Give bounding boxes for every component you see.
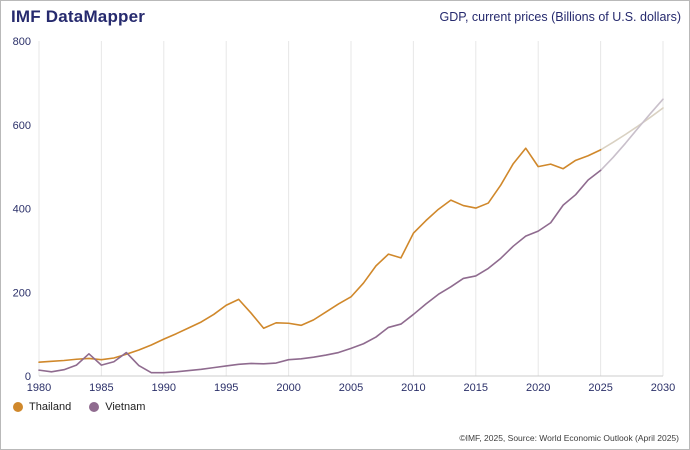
y-tick-label: 400 xyxy=(13,204,31,216)
legend-item-thailand[interactable]: Thailand xyxy=(13,401,71,413)
series-line-vietnam xyxy=(38,169,602,374)
x-tick-label: 2025 xyxy=(588,382,612,394)
brand-title: IMF DataMapper xyxy=(11,7,146,26)
x-tick-label: 1990 xyxy=(152,382,176,394)
x-tick-label: 1985 xyxy=(89,382,113,394)
header: IMF DataMapper GDP, current prices (Bill… xyxy=(11,7,681,27)
chart-legend: Thailand Vietnam xyxy=(13,401,145,413)
y-tick-label: 600 xyxy=(13,120,31,132)
series-line-thailand xyxy=(38,147,602,363)
legend-dot-vietnam xyxy=(89,402,100,412)
x-tick-label: 2020 xyxy=(526,382,550,394)
x-tick-label: 2010 xyxy=(401,382,425,394)
y-tick-label: 800 xyxy=(13,36,31,48)
y-tick-label: 200 xyxy=(13,287,31,299)
legend-label: Vietnam xyxy=(105,401,146,413)
x-tick-label: 2030 xyxy=(651,382,675,394)
x-tick-label: 2005 xyxy=(339,382,363,394)
chart-area: 1980 1985 1990 1995 2000 2005 2010 2015 2020 2025… xyxy=(1,31,690,399)
source-attribution: ©IMF, 2025, Source: World Economic Outlo… xyxy=(459,433,679,443)
y-tick-label: 0 xyxy=(25,371,31,383)
x-tick-label: 2000 xyxy=(276,382,300,394)
x-tick-label: 2015 xyxy=(464,382,488,394)
x-tick-label: 1980 xyxy=(27,382,51,394)
gdp-line-chart[interactable]: 1980 1985 1990 1995 2000 2005 2010 2015 2020 2025… xyxy=(1,31,690,399)
series-projection-line-thailand xyxy=(599,107,664,151)
series-projection-line-vietnam xyxy=(599,98,664,172)
legend-item-vietnam[interactable]: Vietnam xyxy=(89,401,145,413)
legend-label: Thailand xyxy=(29,401,72,413)
legend-dot-thailand xyxy=(13,402,23,412)
x-tick-label: 1995 xyxy=(214,382,238,394)
chart-title: GDP, current prices (Billions of U.S. do… xyxy=(439,10,681,24)
